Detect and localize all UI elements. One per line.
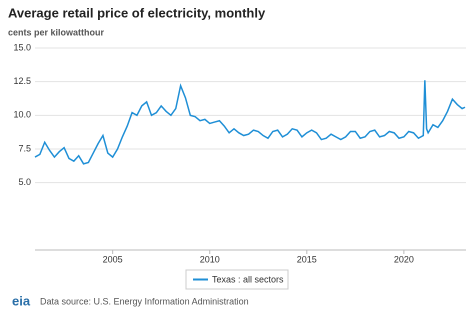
source: Data source: U.S. Energy Information Adm… xyxy=(40,296,249,306)
y-tick-label: 10.0 xyxy=(13,110,31,120)
series-line xyxy=(34,80,466,165)
y-tick-label: 15.0 xyxy=(13,42,31,52)
x-tick-label: 2015 xyxy=(297,254,317,264)
x-tick-label: 2005 xyxy=(103,254,123,264)
logo: eia xyxy=(12,293,31,308)
y-tick-label: 12.5 xyxy=(13,76,31,86)
x-tick-label: 2010 xyxy=(200,254,220,264)
legend-box xyxy=(185,269,289,290)
y-tick-label: 7.5 xyxy=(18,143,31,153)
chart-subtitle: cents per kilowatthour xyxy=(8,27,105,37)
chart-title: Average retail price of electricity, mon… xyxy=(8,5,266,20)
legend-label: Texas : all sectors xyxy=(212,274,284,284)
y-tick-label: 5.0 xyxy=(18,177,31,187)
x-tick-label: 2020 xyxy=(394,254,414,264)
